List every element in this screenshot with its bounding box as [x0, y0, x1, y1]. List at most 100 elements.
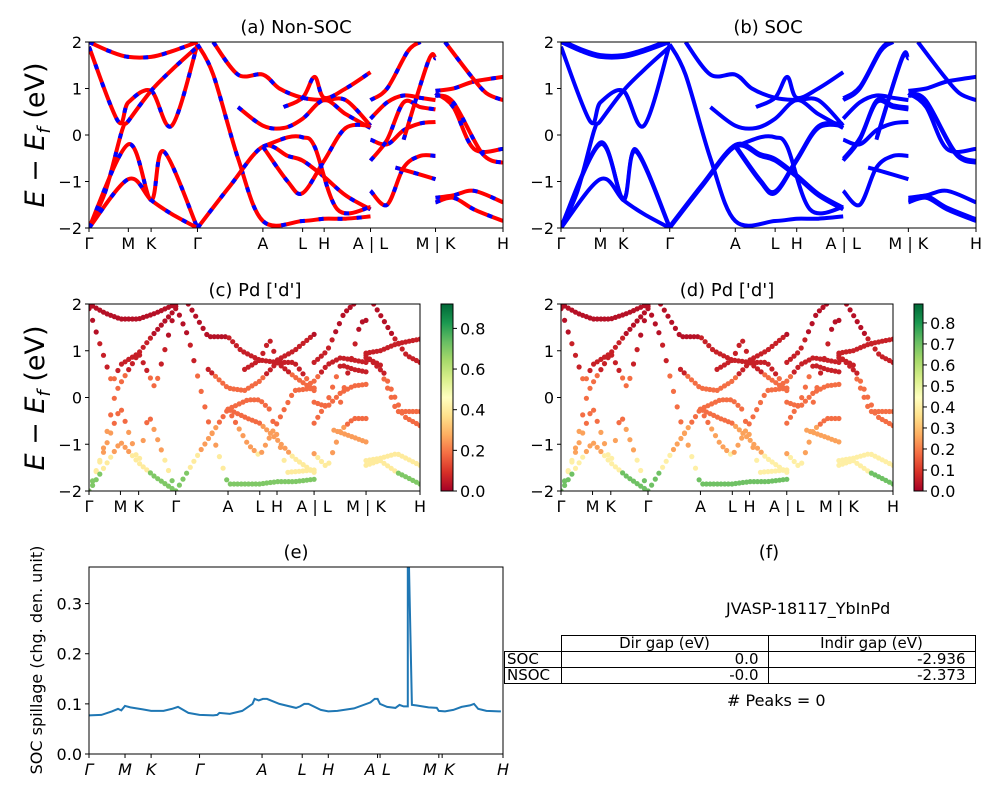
- band-line-soc: [907, 91, 976, 154]
- projection-point: [289, 392, 295, 398]
- projection-point: [333, 394, 339, 400]
- y-tick-label: 0.1: [57, 695, 82, 714]
- projection-point: [260, 350, 266, 356]
- projection-point: [271, 363, 277, 369]
- kpath-label: L: [728, 497, 737, 516]
- projection-point: [144, 367, 150, 373]
- kpath-label: A | L: [825, 234, 861, 253]
- band-line-soc: [667, 43, 844, 228]
- projection-point: [278, 363, 284, 369]
- projection-point: [685, 425, 691, 431]
- projection-point: [341, 385, 347, 391]
- projection-point: [656, 470, 662, 476]
- projection-point: [787, 414, 794, 420]
- projection-point: [850, 362, 856, 368]
- projection-point: [151, 330, 157, 337]
- kpath-label: M: [594, 234, 608, 253]
- projection-point: [769, 377, 775, 383]
- projection-point: [765, 346, 772, 353]
- band-line-soc-split: [842, 42, 892, 100]
- band-line-nsoc: [434, 93, 503, 165]
- projection-point: [787, 374, 794, 380]
- projection-point: [347, 304, 353, 310]
- kpath-label: A: [364, 760, 376, 779]
- projection-point: [311, 467, 317, 473]
- projection-point: [90, 482, 96, 488]
- projection-point: [235, 481, 241, 487]
- projection-point: [638, 467, 644, 474]
- projection-point: [89, 306, 92, 312]
- projection-point: [180, 321, 186, 327]
- projection-point: [351, 304, 357, 307]
- projection-point: [417, 336, 420, 342]
- table-row: SOC 0.0 -2.936: [504, 651, 976, 668]
- projection-point: [847, 307, 853, 313]
- projection-point: [260, 375, 266, 381]
- projection-point: [151, 426, 157, 432]
- projection-point: [746, 421, 752, 427]
- kpath-label: H: [970, 234, 982, 253]
- band-line-nsoc: [195, 143, 372, 228]
- band-line-nsoc-dash: [443, 42, 503, 102]
- projection-point: [813, 312, 819, 318]
- projection-point: [598, 316, 604, 322]
- colorbar-tick-label: 0.2: [460, 441, 485, 460]
- projection-point: [587, 443, 593, 449]
- projection-point: [108, 376, 114, 382]
- band-line-nsoc-dash: [89, 45, 199, 228]
- projection-point: [104, 460, 110, 466]
- projection-point: [277, 444, 283, 450]
- projection-point: [791, 353, 797, 359]
- projection-point: [854, 319, 860, 325]
- projection-point: [180, 476, 186, 482]
- projection-point: [739, 435, 745, 441]
- projection-point: [211, 334, 217, 340]
- projection-point: [108, 430, 114, 436]
- projection-point: [784, 385, 790, 391]
- kpath-label: M: [114, 497, 128, 516]
- projection-point: [865, 394, 871, 400]
- projection-point: [111, 420, 117, 426]
- projection-point: [304, 376, 310, 382]
- projection-point: [293, 361, 299, 367]
- projection-point: [854, 370, 860, 376]
- projection-point: [762, 372, 768, 378]
- projection-point: [307, 334, 313, 340]
- projection-point: [173, 488, 179, 491]
- projection-point: [769, 468, 775, 474]
- projection-point: [344, 421, 351, 427]
- projection-point: [285, 369, 292, 375]
- projection-point: [173, 304, 179, 309]
- projection-point: [762, 349, 768, 355]
- projection-point: [377, 367, 383, 373]
- projection-point: [594, 373, 600, 379]
- projection-point: [341, 424, 347, 430]
- projection-point: [591, 407, 597, 413]
- projection-point: [322, 350, 328, 356]
- projection-point: [336, 321, 342, 327]
- projection-point: [326, 460, 332, 466]
- projection-point: [565, 329, 571, 335]
- projection-point: [144, 467, 150, 473]
- projection-point: [890, 481, 893, 487]
- band-line-soc-split: [842, 96, 909, 160]
- y-tick-label: −1: [58, 435, 82, 454]
- colorbar-ticks: 0.0 0.2 0.4 0.6 0.8 0.0 0.1 0.2 0.3 0.4 0.5 0.6 0.7 0…: [453, 314, 955, 501]
- projection-point: [271, 348, 277, 354]
- projection-point: [93, 477, 99, 483]
- projection-point: [743, 359, 749, 365]
- projection-point: [363, 439, 369, 445]
- projection-point: [872, 410, 878, 416]
- projection-point: [660, 464, 666, 470]
- projection-point: [311, 378, 317, 384]
- kpath-label: K: [146, 234, 157, 253]
- band-line-nsoc-dash: [369, 93, 436, 121]
- projection-point: [780, 467, 786, 473]
- projection-point: [658, 304, 664, 307]
- projection-point: [162, 347, 168, 353]
- band-line-soc-split: [874, 50, 910, 138]
- projection-point: [562, 482, 568, 488]
- band-line-soc: [733, 122, 844, 196]
- projection-point: [118, 379, 125, 385]
- projection-point: [311, 385, 317, 391]
